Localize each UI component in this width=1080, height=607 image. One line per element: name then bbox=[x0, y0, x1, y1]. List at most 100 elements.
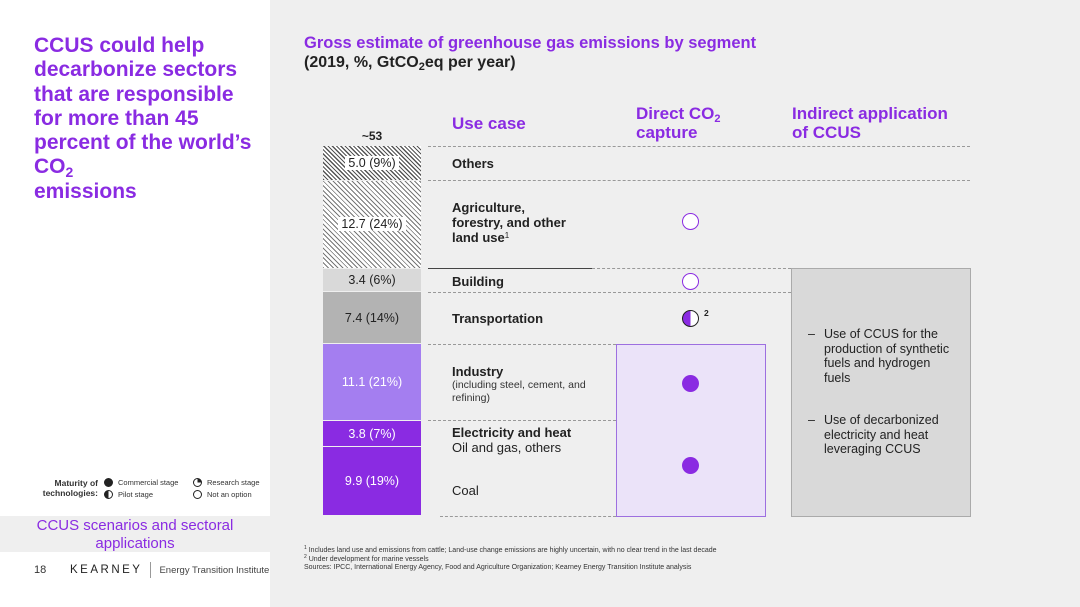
indirect-header-line2: of CCUS bbox=[792, 123, 861, 142]
section-label-line1: CCUS scenarios and sectoral bbox=[36, 517, 234, 534]
bar-value-label: 3.4 (6%) bbox=[348, 273, 396, 288]
footer-divider bbox=[150, 562, 152, 578]
direct-header-subscript: 2 bbox=[714, 113, 721, 125]
footnote-1-num: 1 bbox=[304, 545, 307, 551]
bullet-text: Use of decarbonized electricity and heat l… bbox=[824, 413, 939, 457]
left-panel: CCUS could help decarbonize sectors that… bbox=[0, 0, 270, 607]
half-circle-icon bbox=[104, 490, 113, 499]
row-label-oil-gas: Oil and gas, others bbox=[452, 440, 562, 455]
bar-value-label: 7.4 (14%) bbox=[344, 310, 400, 325]
bar-value-label: 5.0 (9%) bbox=[345, 155, 399, 170]
footnote-2-text: Under development for marine vessels bbox=[308, 555, 429, 563]
industry-note: (including steel, cement, and refining) bbox=[452, 379, 586, 405]
direct-header-line2: capture bbox=[636, 123, 698, 142]
legend-title-line2: technologies: bbox=[42, 488, 98, 498]
half-circle-icon bbox=[682, 310, 699, 327]
bullet1-line1: Use of CCUS for the bbox=[824, 327, 938, 341]
industry-note-line2: refining) bbox=[452, 392, 490, 404]
bar-segment-others: 5.0 (9%) bbox=[323, 146, 421, 180]
chart-title: Gross estimate of greenhouse gas emissio… bbox=[304, 34, 757, 52]
legend-title-line1: Maturity of bbox=[54, 478, 98, 488]
bar-segment-transportation: 7.4 (14%) bbox=[323, 292, 421, 343]
agri-line2: forestry, and other bbox=[452, 215, 566, 230]
bar-segment-industry: 11.1 (21%) bbox=[323, 343, 421, 420]
row-label-agriculture: Agriculture, forestry, and other land use1 bbox=[452, 200, 566, 245]
footnote-1: 1 Includes land use and emissions from c… bbox=[304, 545, 717, 556]
legend-not-option-label: Not an option bbox=[207, 490, 252, 499]
column-header-direct: Direct CO2 capture bbox=[636, 104, 721, 142]
transport-footnote-ref: 2 bbox=[704, 308, 709, 318]
subtitle-suffix: eq per year) bbox=[424, 54, 516, 71]
row-label-coal: Coal bbox=[452, 483, 479, 498]
industry-note-line1: (including steel, cement, and bbox=[452, 379, 586, 391]
direct-capture-box bbox=[616, 344, 766, 517]
row-label-others-text: Others bbox=[452, 156, 494, 171]
headline-text-end: emissions bbox=[34, 179, 137, 203]
bullet2-line1: Use of decarbonized bbox=[824, 413, 939, 427]
bullet1-line2: production of synthetic bbox=[824, 341, 950, 356]
row-label-electricity: Electricity and heat Oil and gas, others bbox=[452, 425, 571, 455]
full-circle-icon bbox=[682, 457, 699, 474]
row-label-transportation: Transportation bbox=[452, 311, 543, 326]
row-label-industry: Industry (including steel, cement, and ref… bbox=[452, 364, 586, 405]
subtitle-prefix: (2019, %, GtCO bbox=[304, 54, 419, 71]
bullet2-line3: leveraging CCUS bbox=[824, 442, 921, 456]
row-label-coal-text: Coal bbox=[452, 483, 479, 498]
empty-circle-icon bbox=[682, 273, 699, 290]
brand-logo: KEARNEY bbox=[70, 564, 143, 576]
subtitle-subscript: 2 bbox=[418, 61, 425, 73]
bullet-text: Use of CCUS for the production of synthet… bbox=[824, 327, 949, 385]
legend-commercial-label: Commercial stage bbox=[118, 478, 179, 487]
full-circle-icon bbox=[104, 478, 113, 487]
bullet2-line2: electricity and heat bbox=[824, 427, 929, 442]
row-separator bbox=[592, 268, 791, 269]
legend-research-label: Research stage bbox=[207, 478, 260, 487]
full-circle-icon bbox=[682, 375, 699, 392]
row-label-others: Others bbox=[452, 156, 494, 171]
slide-headline: CCUS could help decarbonize sectors that… bbox=[34, 34, 264, 204]
direct-header-line1: Direct CO bbox=[636, 104, 715, 123]
legend-pilot-label: Pilot stage bbox=[118, 490, 154, 499]
legend-research: Research stage bbox=[193, 478, 260, 487]
footnotes: 1 Includes land use and emissions from c… bbox=[304, 545, 717, 573]
legend-title: Maturity of technologies: bbox=[30, 478, 98, 498]
footnote-2-num: 2 bbox=[304, 553, 307, 560]
bar-value-label: 9.9 (19%) bbox=[344, 474, 400, 489]
bar-segment-agriculture: 12.7 (24%) bbox=[323, 180, 421, 268]
bar-value-label: 12.7 (24%) bbox=[338, 217, 406, 232]
empty-circle-icon bbox=[682, 213, 699, 230]
legend-pilot: Pilot stage bbox=[104, 490, 153, 499]
indirect-header-line1: Indirect application bbox=[792, 104, 948, 123]
legend-commercial: Commercial stage bbox=[104, 478, 178, 487]
footnote-1-text: Includes land use and emissions from cat… bbox=[308, 547, 717, 554]
row-label-electricity-text: Electricity and heat bbox=[452, 425, 572, 440]
row-label-transport-text: Transportation bbox=[452, 311, 544, 326]
empty-circle-icon bbox=[193, 490, 202, 499]
footer: 18 KEARNEY Energy Transition Institute bbox=[34, 562, 269, 578]
row-separator bbox=[428, 292, 791, 293]
row-separator bbox=[428, 344, 616, 345]
headline-subscript: 2 bbox=[65, 164, 74, 181]
section-label: CCUS scenarios and sectoral applications bbox=[0, 516, 270, 552]
row-separator bbox=[428, 268, 592, 269]
agri-line1: Agriculture, bbox=[452, 200, 525, 215]
bullet-dash: – bbox=[808, 413, 815, 427]
indirect-application-box bbox=[791, 268, 971, 517]
bullet1-line4: fuels bbox=[824, 370, 851, 385]
agri-footnote-ref: 1 bbox=[504, 231, 510, 240]
bar-segment-coal: 9.9 (19%) bbox=[323, 447, 421, 515]
footnote-2: 2 Under development for marine vessels bbox=[304, 553, 717, 565]
bar-value-label: 11.1 (21%) bbox=[341, 374, 403, 389]
chart-subtitle: (2019, %, GtCO2eq per year) bbox=[304, 54, 516, 73]
row-separator bbox=[440, 516, 616, 517]
column-header-indirect: Indirect application of CCUS bbox=[792, 104, 948, 142]
row-label-building: Building bbox=[452, 274, 504, 289]
maturity-legend: Maturity of technologies: Commercial stag… bbox=[30, 476, 270, 502]
row-label-industry-text: Industry bbox=[452, 364, 504, 379]
section-label-line2: applications bbox=[95, 534, 175, 552]
header-separator bbox=[428, 146, 970, 147]
sources-note: Sources: IPCC, International Energy Agen… bbox=[304, 564, 692, 572]
institute-name: Energy Transition Institute bbox=[159, 564, 270, 576]
indirect-bullet-2: – Use of decarbonized electricity and heat… bbox=[808, 413, 968, 457]
bar-value-label: 3.8 (7%) bbox=[348, 426, 396, 441]
